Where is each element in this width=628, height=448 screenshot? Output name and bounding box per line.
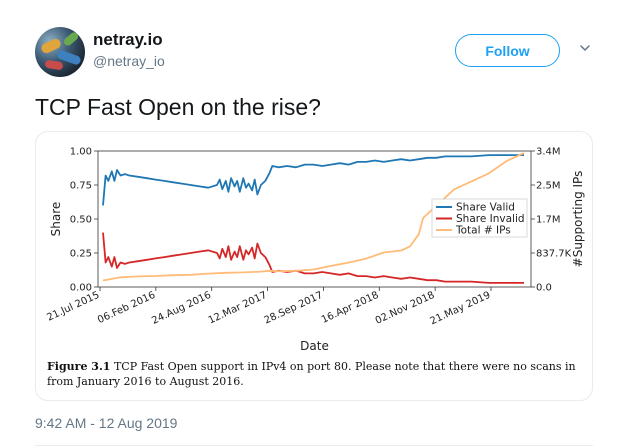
series-line-0	[102, 154, 524, 206]
y-tick-label: 0.75	[70, 181, 92, 192]
legend-label: Share Valid	[456, 202, 515, 214]
x-tick-label: 24.Aug 2016	[150, 290, 213, 327]
y2-axis-label: #Supporting IPs	[571, 171, 585, 268]
x-tick-label: 21.May 2019	[429, 290, 493, 328]
legend-label: Total # IPs	[455, 225, 511, 237]
user-handle[interactable]: @netray_io	[93, 53, 165, 69]
figure-card[interactable]: 0.00 0.25 0.50 0.75 1.00 0.0 837.7K 1.7M 2.5M 3.4…	[35, 131, 593, 401]
chart: 0.00 0.25 0.50 0.75 1.00 0.0 837.7K 1.7M 2.5M 3.4…	[45, 147, 585, 354]
y-tick-label: 0.50	[70, 215, 92, 226]
x-tick-label: 21.Jul 2015	[45, 290, 101, 324]
y-tick-label: 0.00	[70, 283, 92, 294]
legend-label: Share Invalid	[456, 213, 525, 225]
x-tick-label: 12.Mar 2017	[207, 290, 269, 327]
tweet-timestamp[interactable]: 9:42 AM - 12 Aug 2019	[35, 415, 178, 431]
x-tick-label: 28.Sep 2017	[263, 290, 325, 327]
chevron-down-icon[interactable]	[579, 42, 591, 54]
y-tick-label: 1.00	[70, 147, 92, 158]
x-tick-label: 16.Apr 2018	[320, 290, 381, 326]
y2-tick-label: 2.5M	[536, 181, 561, 192]
caption-text: TCP Fast Open support in IPv4 on port 80…	[47, 360, 576, 388]
series-line-2	[102, 152, 525, 282]
x-tick-label: 06.Feb 2016	[96, 290, 157, 326]
caption-label: Figure 3.1	[47, 360, 111, 373]
y2-tick-label: 0.0	[536, 283, 552, 294]
follow-button[interactable]: Follow	[455, 34, 560, 67]
y2-tick-label: 837.7K	[536, 249, 572, 260]
y-tick-label: 0.25	[70, 249, 92, 260]
display-name[interactable]: netray.io	[93, 30, 163, 49]
x-tick-label: 02.Nov 2018	[374, 290, 437, 327]
y-axis-label: Share	[49, 202, 63, 237]
divider	[35, 445, 593, 446]
x-axis-label: Date	[300, 339, 329, 353]
series-line-1	[102, 232, 524, 284]
y2-tick-label: 3.4M	[536, 147, 561, 158]
y2-tick-label: 1.7M	[536, 215, 561, 226]
tweet-text: TCP Fast Open on the rise?	[35, 94, 321, 120]
avatar[interactable]	[35, 27, 85, 77]
figure-caption: Figure 3.1 TCP Fast Open support in IPv4…	[47, 359, 587, 389]
